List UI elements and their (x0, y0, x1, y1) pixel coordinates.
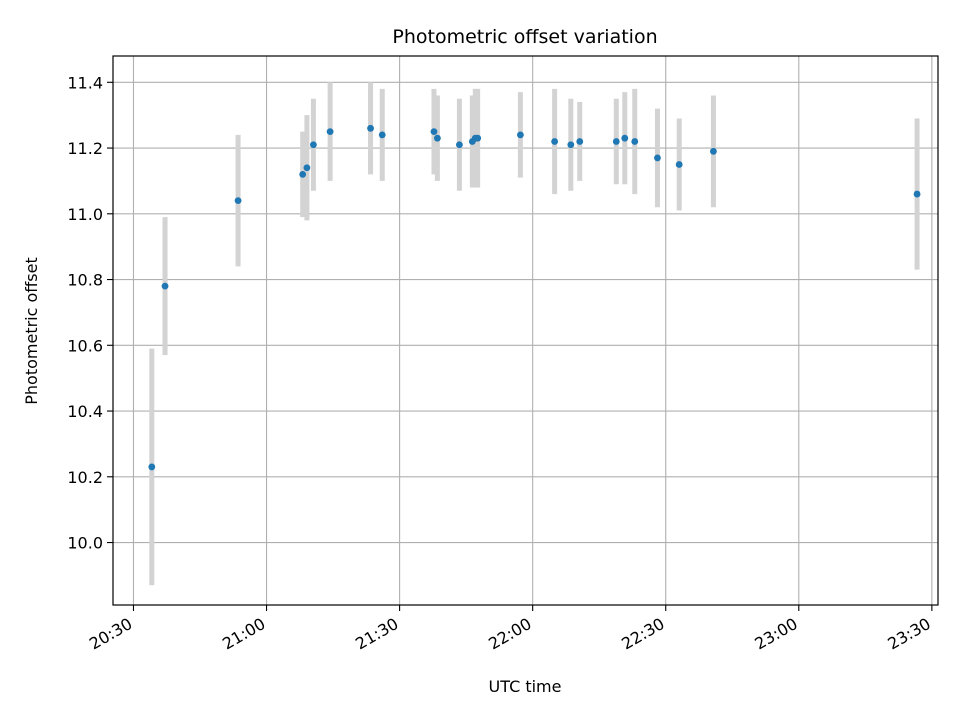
y-tick-label: 10.4 (67, 402, 103, 421)
data-point (430, 128, 438, 136)
y-tick-label: 11.0 (67, 205, 103, 224)
y-tick-label: 11.2 (67, 139, 103, 158)
y-axis: 10.0 10.2 10.4 10.6 10.8 11.0 11.2 11.4 (67, 73, 113, 553)
data-point (303, 164, 311, 172)
data-point (299, 170, 307, 178)
data-point (326, 128, 334, 136)
data-point (516, 131, 524, 139)
data-point (551, 138, 559, 145)
data-point (567, 141, 575, 149)
data-point (161, 282, 169, 290)
y-tick-label: 11.4 (67, 73, 103, 92)
y-axis-label: Photometric offset (22, 257, 41, 405)
data-point (378, 131, 386, 139)
data-point (148, 463, 156, 471)
data-point (576, 138, 584, 145)
data-point (675, 161, 683, 168)
data-point (474, 134, 482, 142)
y-tick-label: 10.6 (67, 336, 103, 355)
data-point (654, 154, 661, 162)
data-points (148, 124, 921, 471)
data-point (367, 124, 374, 132)
y-tick-label: 10.0 (67, 534, 103, 553)
plot-frame (112, 55, 939, 606)
y-tick-label: 10.2 (67, 468, 103, 487)
data-point (621, 134, 629, 142)
x-axis-label: UTC time (489, 677, 562, 696)
data-point (310, 141, 317, 149)
chart-title: Photometric offset variation (392, 26, 657, 48)
data-point (433, 134, 441, 142)
grid (113, 56, 938, 605)
data-point (710, 147, 717, 155)
data-point (612, 138, 620, 145)
data-point (913, 190, 921, 198)
data-point (456, 141, 463, 149)
y-tick-label: 10.8 (67, 271, 103, 290)
data-point (631, 138, 639, 145)
data-point (234, 197, 242, 205)
